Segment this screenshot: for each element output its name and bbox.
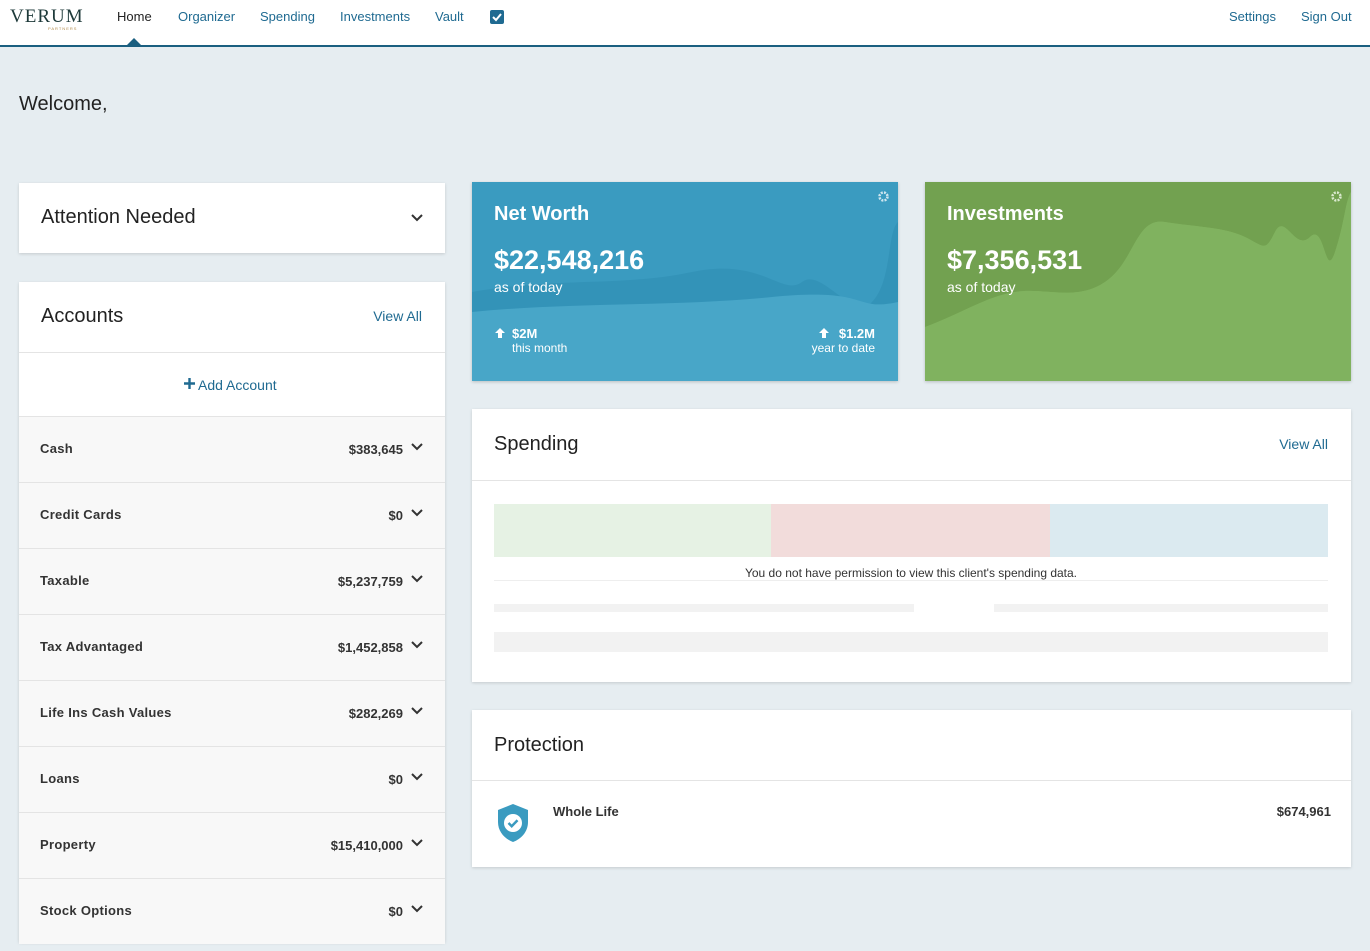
chevron xyxy=(411,773,423,781)
account-name: Cash xyxy=(40,441,73,456)
as-of: as of today xyxy=(494,279,563,295)
account-name: Taxable xyxy=(40,573,90,588)
account-row[interactable]: Stock Options $0 xyxy=(19,878,445,944)
account-value: $0 xyxy=(388,772,403,787)
account-row[interactable]: Property $15,410,000 xyxy=(19,812,445,878)
welcome: Welcome, xyxy=(19,93,108,115)
divider xyxy=(472,780,1351,781)
net-worth-value: $22,548,216 xyxy=(494,245,645,275)
account-name: Life Ins Cash Values xyxy=(40,705,172,720)
net-worth-card[interactable]: Net Worth $22,548,216 as of today $2M th… xyxy=(472,182,898,381)
nav-item[interactable]: Spending xyxy=(260,9,315,24)
card-title: Net Worth xyxy=(494,203,590,225)
protection-card: Protection Whole Life $674,961 xyxy=(472,710,1351,867)
account-name: Stock Options xyxy=(40,903,133,918)
chevron xyxy=(411,641,423,649)
nav-item[interactable]: Vault xyxy=(435,9,464,24)
account-row[interactable]: Loans $0 xyxy=(19,746,445,812)
account-row[interactable]: Life Ins Cash Values $282,269 xyxy=(19,680,445,746)
up-arrow xyxy=(495,328,505,338)
card-title: Attention Needed xyxy=(41,206,196,228)
add-account-row[interactable]: Add Account xyxy=(19,352,445,416)
policy-name: Whole Life xyxy=(553,804,619,819)
permission-message: You do not have permission to view this … xyxy=(744,566,1078,580)
divider xyxy=(472,480,1351,481)
month-change: $2M xyxy=(512,326,538,341)
ytd-change: $1.2M xyxy=(838,326,875,341)
placeholder-bar xyxy=(994,604,1328,612)
ytd-label: year to date xyxy=(811,341,875,355)
account-value: $1,452,858 xyxy=(337,640,403,655)
chevron xyxy=(411,214,423,222)
nav-item[interactable]: Sign Out xyxy=(1301,9,1352,24)
accounts-card: Accounts View All Add Account Cash $383,6… xyxy=(19,282,445,944)
settings-icon[interactable] xyxy=(878,191,889,202)
card-title: Protection xyxy=(494,734,585,756)
nav-item[interactable]: Settings xyxy=(1229,9,1276,24)
investments-value: $7,356,531 xyxy=(947,245,1083,275)
account-row[interactable]: Cash $383,645 xyxy=(19,416,445,482)
account-value: $0 xyxy=(388,904,403,919)
attention-card[interactable]: Attention Needed xyxy=(19,183,445,253)
account-value: $5,237,759 xyxy=(337,574,403,589)
logo-sub: PARTNERS xyxy=(48,26,78,31)
month-label: this month xyxy=(512,341,568,355)
active-indicator xyxy=(127,38,141,45)
logo[interactable]: VERUM xyxy=(10,6,84,27)
chevron xyxy=(411,839,423,847)
card-title: Investments xyxy=(947,203,1064,225)
settings-icon[interactable] xyxy=(1331,191,1342,202)
account-name: Property xyxy=(40,837,96,852)
account-row[interactable]: Credit Cards $0 xyxy=(19,482,445,548)
card-title: Accounts xyxy=(41,305,124,327)
placeholder-bar xyxy=(494,632,1328,652)
placeholder-block xyxy=(494,504,771,557)
as-of: as of today xyxy=(947,279,1016,295)
checkbox[interactable] xyxy=(490,10,504,24)
placeholder-bar xyxy=(494,604,914,612)
placeholder-block xyxy=(1050,504,1328,557)
chevron xyxy=(411,509,423,517)
add-account[interactable]: Add Account xyxy=(198,377,277,393)
policy-value: $674,961 xyxy=(1276,804,1331,819)
investments-card[interactable]: Investments $7,356,531 as of today xyxy=(925,182,1351,381)
spending-card: Spending View All You do not have permis… xyxy=(472,409,1351,682)
background-wave xyxy=(472,222,898,381)
chevron xyxy=(411,443,423,451)
chevron xyxy=(411,905,423,913)
nav-item[interactable]: Home xyxy=(117,9,152,24)
placeholder-block xyxy=(771,504,1050,557)
up-arrow xyxy=(819,328,829,338)
shield-icon xyxy=(498,804,528,842)
nav-item[interactable]: Investments xyxy=(340,9,411,24)
account-row[interactable]: Tax Advantaged $1,452,858 xyxy=(19,614,445,680)
account-value: $383,645 xyxy=(348,442,403,457)
account-name: Tax Advantaged xyxy=(40,639,144,654)
account-row[interactable]: Taxable $5,237,759 xyxy=(19,548,445,614)
plus-icon xyxy=(184,378,195,389)
chevron xyxy=(411,575,423,583)
account-value: $0 xyxy=(388,508,403,523)
chevron xyxy=(411,707,423,715)
top-nav: VERUM PARTNERS Home Organizer Spending I… xyxy=(0,0,1370,47)
view-all[interactable]: View All xyxy=(1279,436,1328,452)
view-all[interactable]: View All xyxy=(373,308,422,324)
account-name: Loans xyxy=(40,771,80,786)
background-wave xyxy=(925,182,1351,381)
card-title: Spending xyxy=(494,433,579,455)
divider xyxy=(494,580,1328,581)
nav-item[interactable]: Organizer xyxy=(178,9,236,24)
account-name: Credit Cards xyxy=(40,507,122,522)
account-value: $282,269 xyxy=(348,706,403,721)
account-value: $15,410,000 xyxy=(330,838,403,853)
